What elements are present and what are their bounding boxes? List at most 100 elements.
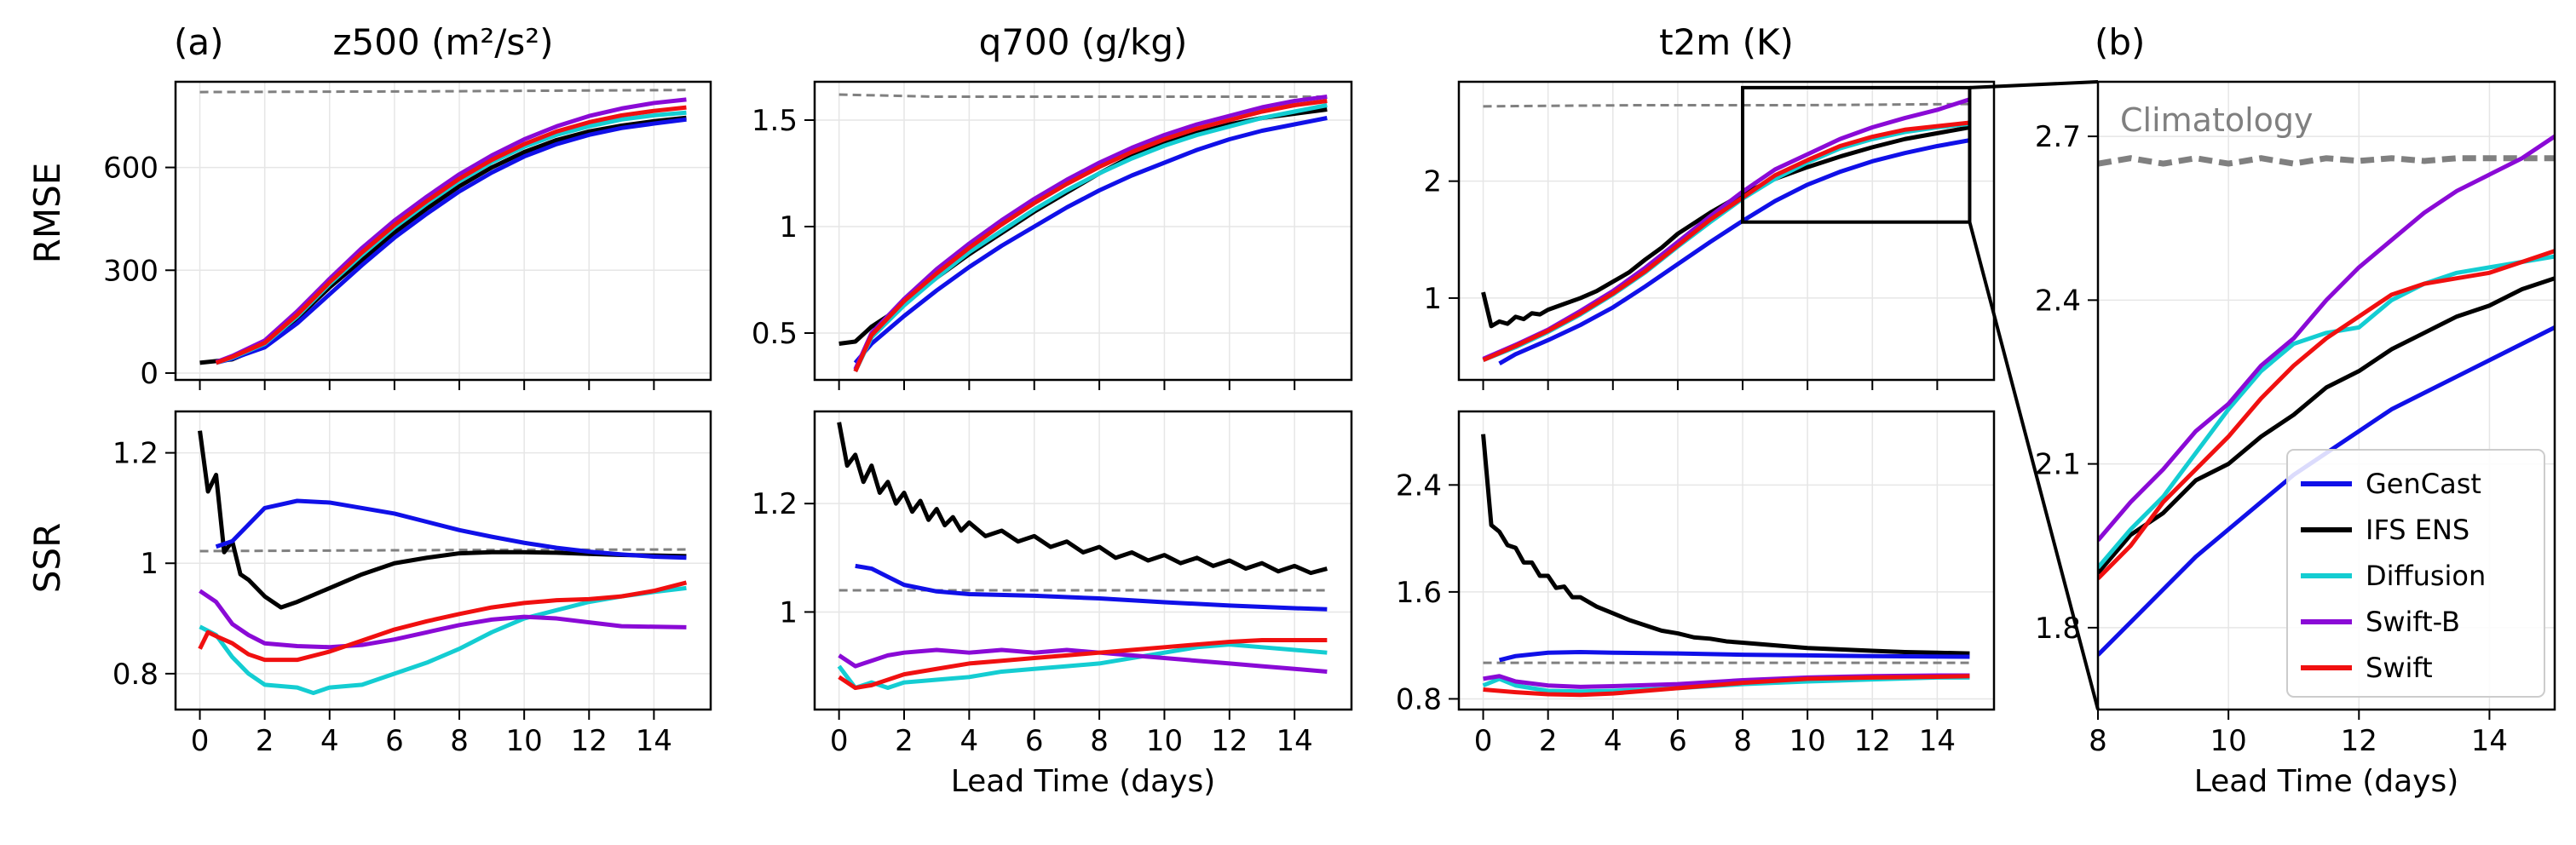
zoom-connectors <box>1741 80 2100 710</box>
x-tick-label: 14 <box>2471 724 2508 758</box>
x-tick-label: 8 <box>450 724 469 758</box>
x-tick-label: 6 <box>1025 724 1044 758</box>
series-line-gencast <box>1498 650 1970 663</box>
legend-label: Diffusion <box>2366 560 2486 592</box>
legend-box <box>2286 449 2545 698</box>
x-tick-label: 0 <box>1474 724 1493 758</box>
x-tick-label: 12 <box>1854 724 1891 758</box>
chart-title: q700 (g/kg) <box>979 21 1188 63</box>
gridlines <box>1459 411 1994 710</box>
climatology-label: Climatology <box>2120 101 2314 139</box>
axis-ticks: 0 300 600 <box>103 152 655 391</box>
gridlines <box>176 411 711 710</box>
series-line-diffusion <box>837 642 1328 691</box>
chart-title: t2m (K) <box>1659 21 1794 63</box>
x-tick-label: 12 <box>571 724 608 758</box>
x-tick-label: 4 <box>960 724 979 758</box>
axes-frame <box>813 80 1353 382</box>
chart-q700-ssr: 0 2 4 6 8 10 12 14 1 1.2 Lead Time (days) <box>752 410 1353 799</box>
x-tick-label: 0 <box>830 724 849 758</box>
y-tick-label: 0.8 <box>112 658 158 692</box>
plot-area <box>1481 434 1970 698</box>
x-tick-label: 4 <box>320 724 339 758</box>
x-tick-label: 10 <box>2210 724 2247 758</box>
y-tick-label: 1.6 <box>1396 576 1442 610</box>
chart-q700-rmse: 0.5 1 1.5 q700 (g/kg) <box>752 21 1353 390</box>
series-line-swift <box>1483 674 1970 698</box>
axes-frame <box>174 80 712 382</box>
axis-ticks: 12 <box>1423 165 1939 390</box>
row-label-ssr: SSR <box>26 523 68 594</box>
x-tick-label: 14 <box>1276 724 1313 758</box>
axes-frame <box>174 410 712 711</box>
series-line-swift-b <box>199 589 687 650</box>
axis-ticks: 0 2 4 6 8 10 12 14 0.8 1.6 2.4 <box>1396 468 1956 758</box>
y-tick-label: 1.2 <box>752 487 798 521</box>
x-tick-label: 8 <box>1733 724 1752 758</box>
series-line-ifs-ens <box>198 430 687 610</box>
series-line-gencast <box>215 117 687 365</box>
chart-z500-rmse: 0 300 600 z500 (m²/s²) <box>103 21 712 391</box>
chart-t2m-ssr: 0 2 4 6 8 10 12 14 0.8 1.6 2.4 <box>1396 410 1996 758</box>
y-tick-label: 2.1 <box>2035 448 2081 482</box>
y-tick-label: 1.5 <box>752 104 798 138</box>
y-tick-label: 0.5 <box>752 317 798 351</box>
plot-area <box>1481 97 1971 365</box>
chart-t2m-rmse: 12 t2m (K) <box>1423 21 1996 390</box>
y-tick-label: 600 <box>103 152 158 186</box>
x-tick-label: 12 <box>1211 724 1248 758</box>
y-tick-label: 300 <box>103 254 158 288</box>
x-tick-label: 2 <box>1539 724 1558 758</box>
y-tick-label: 2.7 <box>2035 120 2081 154</box>
y-tick-label: 1 <box>779 595 798 629</box>
panel-label-b: (b) <box>2095 21 2145 63</box>
zoom-connector-bottom <box>1968 221 2100 710</box>
y-tick-label: 1 <box>1423 282 1442 316</box>
x-tick-label: 12 <box>2341 724 2377 758</box>
plot-area <box>838 93 1328 373</box>
series-line-swift-b <box>853 95 1328 371</box>
gridlines <box>176 82 711 380</box>
series-line-swift-b <box>2098 135 2555 542</box>
panel-label-a: (a) <box>174 21 224 63</box>
plot-area <box>837 422 1328 691</box>
y-tick-label: 1 <box>779 210 798 244</box>
axes-frame <box>813 410 1353 711</box>
series-line-swift <box>1482 120 1970 362</box>
axis-ticks: 0 2 4 6 8 10 12 14 1 1.2 <box>752 487 1313 758</box>
series-line-diffusion <box>199 585 687 696</box>
chart-title: z500 (m²/s²) <box>333 21 554 63</box>
x-tick-label: 6 <box>1668 724 1687 758</box>
x-tick-label: 6 <box>385 724 404 758</box>
x-tick-label: 2 <box>256 724 274 758</box>
y-tick-label: 1 <box>140 547 158 581</box>
y-tick-label: 0.8 <box>1396 682 1442 716</box>
plot-area <box>199 89 687 365</box>
x-tick-label: 4 <box>1604 724 1622 758</box>
x-tick-label: 14 <box>1919 724 1956 758</box>
series-line-gencast <box>855 563 1328 612</box>
series-line-ifs-ens <box>837 422 1328 576</box>
x-tick-label: 2 <box>895 724 913 758</box>
series-line-diffusion <box>2098 254 2555 569</box>
series-line-swift <box>853 99 1328 373</box>
series-line-ifs-ens <box>1481 125 1970 329</box>
series-line-swift <box>2098 249 2555 580</box>
x-axis-label: Lead Time (days) <box>951 764 1216 799</box>
y-tick-label: 2.4 <box>1396 468 1442 503</box>
x-axis-label: Lead Time (days) <box>2194 764 2459 799</box>
series-line-diffusion <box>853 103 1328 373</box>
legend-label: Swift <box>2366 652 2433 684</box>
axes-frame <box>1457 410 1996 711</box>
climatology-line <box>2098 155 2555 167</box>
row-label-rmse: RMSE <box>26 163 68 264</box>
legend-label: IFS ENS <box>2366 514 2469 546</box>
x-tick-label: 14 <box>636 724 672 758</box>
x-tick-label: 10 <box>1789 724 1826 758</box>
axes-frame <box>1457 80 1996 382</box>
x-tick-label: 8 <box>2089 724 2107 758</box>
climatology-line <box>199 548 687 553</box>
plot-area <box>198 430 688 696</box>
